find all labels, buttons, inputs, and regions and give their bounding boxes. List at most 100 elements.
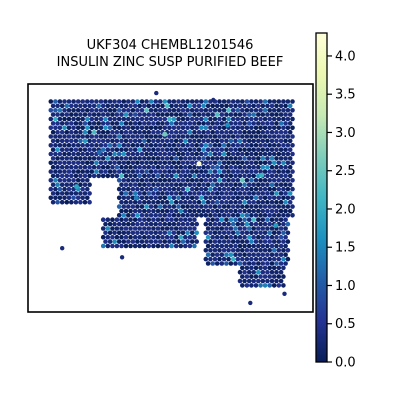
spot-point xyxy=(233,129,238,135)
spot-point xyxy=(103,99,108,104)
spot-point xyxy=(119,164,124,170)
spot-point xyxy=(57,160,63,166)
spot-point xyxy=(69,112,74,117)
spot-point xyxy=(57,99,63,104)
spot-point xyxy=(144,204,149,209)
spot-point xyxy=(287,112,293,117)
spot-point xyxy=(237,269,243,275)
spot-point xyxy=(219,121,225,126)
spot-point xyxy=(55,182,60,187)
spot-point xyxy=(210,147,215,152)
spot-point xyxy=(132,147,138,152)
spot-point xyxy=(148,125,154,131)
spot-point xyxy=(183,129,188,135)
spot-point xyxy=(251,278,256,284)
spot-point xyxy=(208,116,213,122)
spot-point xyxy=(137,182,142,187)
spot-point xyxy=(139,160,145,166)
spot-point xyxy=(283,147,288,152)
spot-point xyxy=(221,178,227,183)
spot-point xyxy=(119,199,124,205)
spot-point xyxy=(240,143,245,148)
spot-point xyxy=(224,243,229,249)
spot-point xyxy=(187,147,193,152)
spot-point xyxy=(276,151,282,157)
spot-point xyxy=(112,230,117,236)
spot-point xyxy=(151,138,156,144)
spot-point xyxy=(274,173,279,179)
spot-point xyxy=(230,116,236,122)
spot-point xyxy=(130,169,136,174)
spot-point xyxy=(189,204,195,209)
spot-point xyxy=(278,199,284,205)
spot-point xyxy=(157,195,163,201)
spot-point xyxy=(255,269,261,275)
spot-point xyxy=(128,182,133,187)
spot-point xyxy=(240,230,245,236)
spot-point xyxy=(119,208,124,214)
spot-point xyxy=(274,191,279,196)
spot-point xyxy=(135,186,140,192)
spot-point xyxy=(135,230,140,236)
spot-point xyxy=(148,151,154,157)
spot-point xyxy=(62,186,67,192)
spot-point xyxy=(137,173,142,179)
spot-point xyxy=(183,103,188,109)
spot-point xyxy=(135,204,140,209)
spot-point xyxy=(173,199,179,205)
spot-point xyxy=(123,191,129,196)
spot-point xyxy=(210,261,215,266)
spot-point xyxy=(185,169,190,174)
spot-point xyxy=(249,178,254,183)
spot-point xyxy=(137,217,142,222)
spot-point xyxy=(285,230,291,236)
spot-point xyxy=(221,221,227,227)
spot-point xyxy=(50,182,56,187)
spot-point xyxy=(189,213,195,218)
spot-point xyxy=(221,125,227,131)
spot-point xyxy=(212,160,218,166)
spot-point xyxy=(228,226,234,231)
spot-point xyxy=(78,121,83,126)
spot-point xyxy=(282,291,287,296)
spot-point xyxy=(123,103,129,109)
spot-point xyxy=(135,125,140,131)
spot-point xyxy=(59,199,65,205)
spot-point xyxy=(253,230,259,236)
spot-point xyxy=(283,156,288,161)
spot-point xyxy=(94,169,99,174)
spot-point xyxy=(237,147,243,152)
spot-point xyxy=(173,173,179,179)
spot-point xyxy=(214,121,220,126)
spot-point xyxy=(281,108,286,113)
spot-point xyxy=(119,156,124,161)
spot-point xyxy=(116,178,122,183)
spot-point xyxy=(157,178,163,183)
spot-point xyxy=(137,129,142,135)
spot-point xyxy=(199,178,204,183)
spot-point xyxy=(192,208,197,214)
spot-point xyxy=(121,125,127,131)
spot-point xyxy=(287,164,293,170)
spot-point xyxy=(214,226,220,231)
spot-point xyxy=(189,116,195,122)
spot-point xyxy=(96,173,101,179)
spot-point xyxy=(100,217,106,222)
spot-point xyxy=(89,143,95,148)
spot-point xyxy=(112,108,117,113)
spot-point xyxy=(242,261,247,266)
spot-point xyxy=(253,186,259,192)
colorbar-tick-label: 1.0 xyxy=(335,279,356,294)
spot-point xyxy=(135,116,140,122)
spot-point xyxy=(180,221,186,227)
colorbar-ticks: 0.00.51.01.52.02.53.03.54.0 xyxy=(327,49,356,371)
spot-point xyxy=(221,99,227,104)
spot-point xyxy=(164,173,170,179)
spot-point xyxy=(258,256,263,262)
spot-point xyxy=(240,256,245,262)
spot-point xyxy=(110,103,115,109)
spot-point xyxy=(64,156,70,161)
spot-point xyxy=(157,160,163,166)
spot-point xyxy=(205,199,211,205)
spot-point xyxy=(201,129,206,135)
